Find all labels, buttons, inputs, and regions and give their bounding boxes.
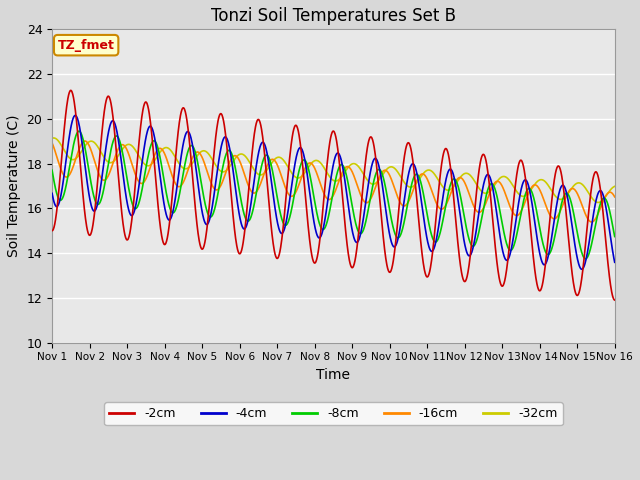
Y-axis label: Soil Temperature (C): Soil Temperature (C) (7, 115, 21, 257)
Legend: -2cm, -4cm, -8cm, -16cm, -32cm: -2cm, -4cm, -8cm, -16cm, -32cm (104, 402, 563, 425)
Text: TZ_fmet: TZ_fmet (58, 39, 115, 52)
X-axis label: Time: Time (316, 368, 350, 382)
Title: Tonzi Soil Temperatures Set B: Tonzi Soil Temperatures Set B (211, 7, 456, 25)
